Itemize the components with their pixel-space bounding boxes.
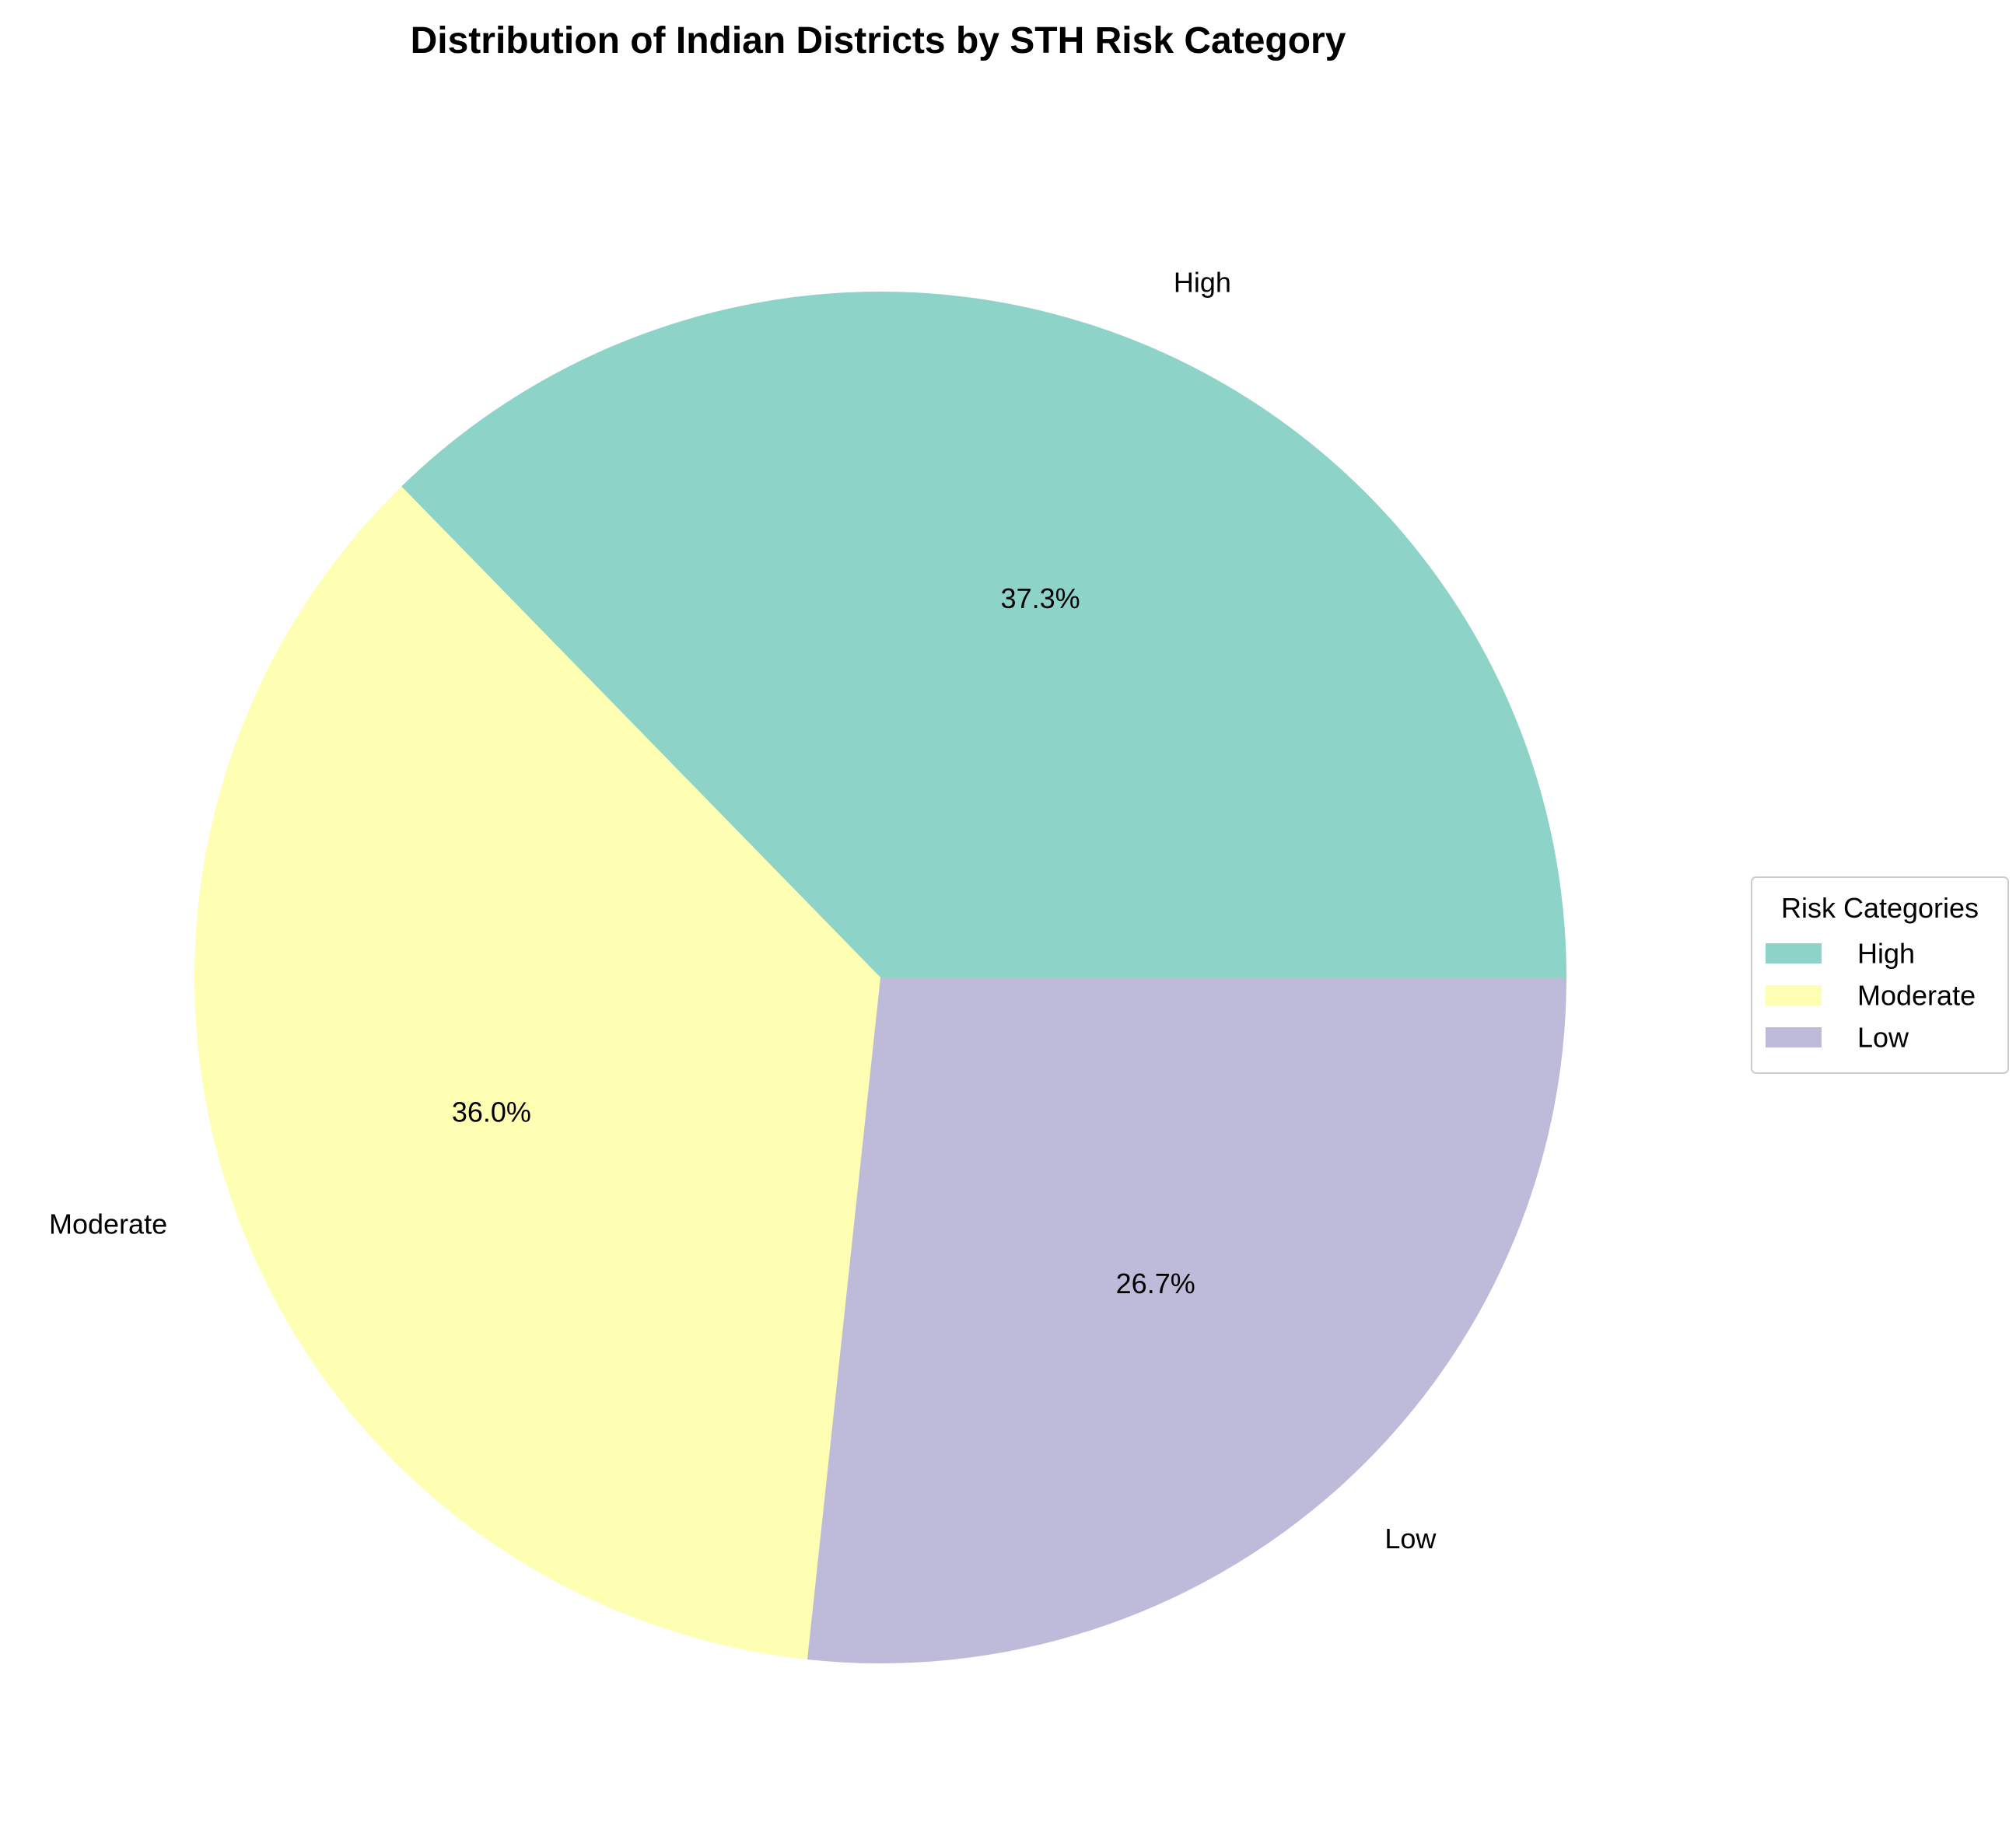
chart-title: Distribution of Indian Districts by STH …: [411, 20, 1346, 61]
legend-label-low: Low: [1857, 1022, 1909, 1054]
legend-swatch-moderate: [1766, 985, 1822, 1005]
percent-label-moderate: 36.0%: [452, 1096, 531, 1128]
slice-label-moderate: Moderate: [49, 1208, 167, 1240]
slice-label-high: High: [1174, 267, 1231, 299]
legend: Risk Categories High Moderate Low: [1751, 876, 2009, 1074]
legend-swatch-high: [1766, 943, 1822, 963]
legend-label-moderate: Moderate: [1857, 980, 1976, 1012]
slice-label-low: Low: [1384, 1523, 1437, 1554]
percent-label-low: 26.7%: [1116, 1268, 1195, 1299]
legend-label-high: High: [1857, 938, 1915, 970]
legend-frame: [1751, 876, 2009, 1074]
legend-swatch-low: [1766, 1027, 1822, 1047]
pie-slices: [194, 291, 1567, 1663]
pie-slice-high: [401, 291, 1567, 978]
pie-labels: High 37.3% Moderate 36.0% Low 26.7%: [49, 267, 1437, 1555]
legend-entries: High Moderate Low: [1766, 938, 1976, 1054]
pie-slice-low: [807, 977, 1566, 1663]
legend-title: Risk Categories: [1781, 892, 1979, 924]
percent-label-high: 37.3%: [1001, 582, 1080, 614]
pie-slice-moderate: [194, 486, 880, 1659]
